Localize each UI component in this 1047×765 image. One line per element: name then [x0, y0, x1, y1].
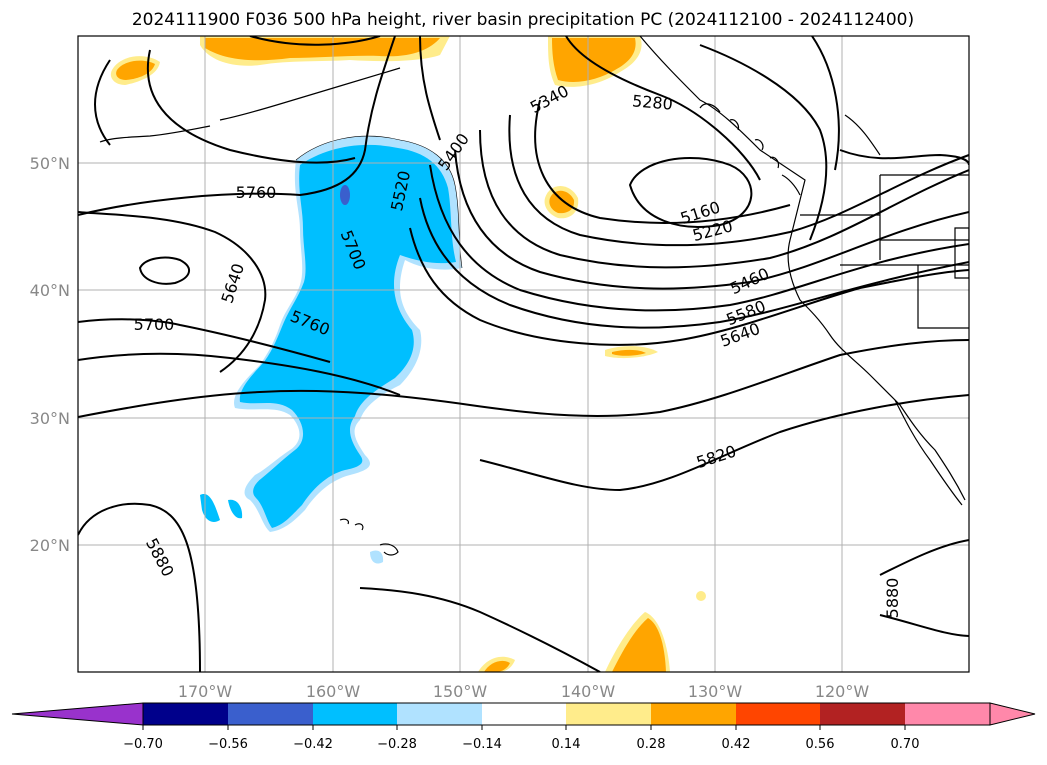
- colorbar-max-extension: [989, 702, 1036, 726]
- colorbar-min-extension: [11, 702, 144, 726]
- lon-label-170w: 170°W: [178, 682, 233, 701]
- colorbar-swatch-5: [482, 703, 566, 725]
- lon-label-160w: 160°W: [306, 682, 361, 701]
- colorbar-tick-label: −0.56: [208, 737, 248, 752]
- map-frame: [77, 35, 970, 673]
- lat-label-50n: 50°N: [30, 154, 70, 173]
- contour-label-5700-west: 5700: [134, 315, 175, 334]
- colorbar-swatch-9: [820, 703, 905, 725]
- colorbar-swatch-1: [143, 703, 228, 725]
- colorbar-tick-label: 0.42: [722, 737, 751, 752]
- colorbar-swatch-2: [228, 703, 313, 725]
- coastlines: [99, 36, 969, 556]
- longitude-labels: 170°W 160°W 150°W 140°W 130°W 120°W: [178, 682, 870, 701]
- height-contours: [78, 36, 969, 672]
- colorbar-swatch-10: [905, 703, 990, 725]
- figure-title: 2024111900 F036 500 hPa height, river ba…: [132, 10, 914, 30]
- lon-label-140w: 140°W: [561, 682, 616, 701]
- latitude-labels: 50°N 40°N 30°N 20°N: [30, 154, 70, 555]
- precip-positive-region: [110, 36, 706, 672]
- colorbar-tick-label: 0.28: [637, 737, 666, 752]
- colorbar-swatch-8: [736, 703, 820, 725]
- lat-label-40n: 40°N: [30, 281, 70, 300]
- colorbar-swatch-7: [651, 703, 736, 725]
- colorbar-swatch-3: [313, 703, 397, 725]
- lon-label-150w: 150°W: [433, 682, 488, 701]
- lat-label-20n: 20°N: [30, 536, 70, 555]
- contour-label-5280: 5280: [631, 91, 673, 113]
- colorbar-tick-label: −0.70: [123, 737, 163, 752]
- lat-label-30n: 30°N: [30, 409, 70, 428]
- map-panel: 5760 5640 5700 5700 5760 5520 5400 5340 …: [77, 35, 970, 673]
- contour-label-5880-east: 5880: [883, 578, 902, 619]
- gridlines: [78, 36, 969, 672]
- colorbar-tick-label: −0.42: [293, 737, 333, 752]
- contour-label-5760-west: 5760: [236, 183, 277, 202]
- colorbar-tick-label: 0.14: [552, 737, 581, 752]
- colorbar-swatch-6: [566, 703, 651, 725]
- colorbar-tick-label: −0.14: [462, 737, 502, 752]
- colorbar-tick-label: 0.70: [891, 737, 920, 752]
- precip-negative-region: [200, 135, 463, 564]
- lon-label-120w: 120°W: [815, 682, 870, 701]
- colorbar-tick-label: 0.56: [806, 737, 835, 752]
- lon-label-130w: 130°W: [688, 682, 743, 701]
- colorbar: −0.70 −0.56 −0.42 −0.28 −0.14 0.14 0.28 …: [11, 702, 1036, 752]
- colorbar-tick-label: −0.28: [377, 737, 417, 752]
- colorbar-swatch-4: [397, 703, 482, 725]
